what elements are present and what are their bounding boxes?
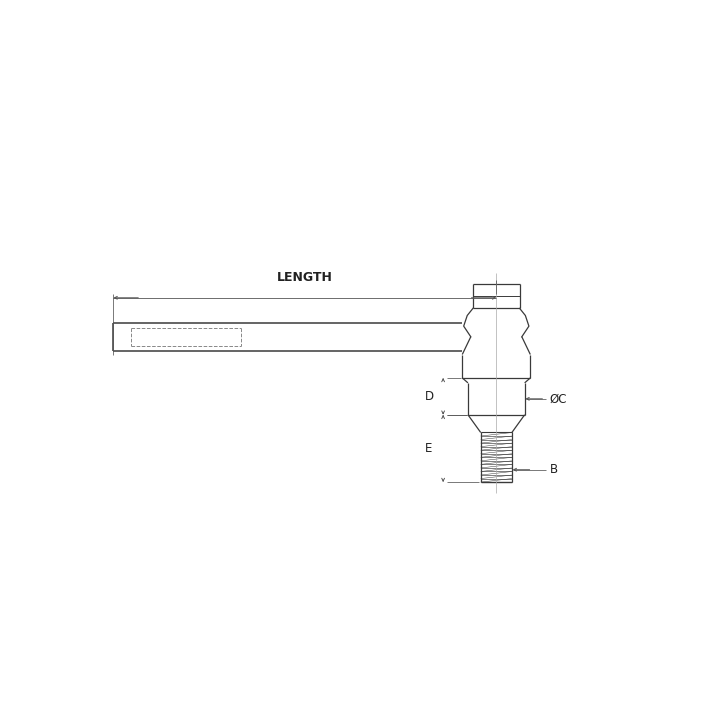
Text: LENGTH: LENGTH bbox=[277, 272, 333, 284]
Text: ØC: ØC bbox=[549, 392, 567, 406]
Text: E: E bbox=[425, 442, 432, 455]
Text: B: B bbox=[549, 463, 557, 476]
Text: D: D bbox=[425, 390, 433, 403]
